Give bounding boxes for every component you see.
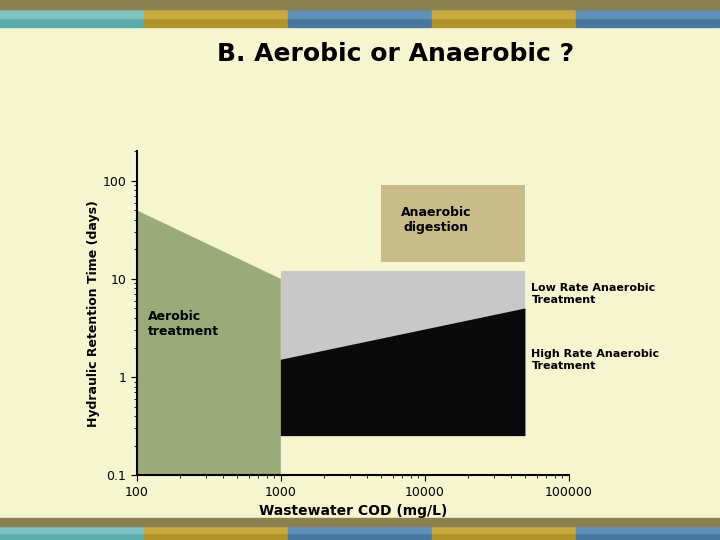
Text: Aerobic
treatment: Aerobic treatment: [148, 309, 220, 338]
Y-axis label: Hydraulic Retention Time (days): Hydraulic Retention Time (days): [86, 200, 100, 427]
Polygon shape: [382, 185, 526, 261]
Polygon shape: [281, 271, 526, 392]
X-axis label: Wastewater COD (mg/L): Wastewater COD (mg/L): [258, 504, 447, 518]
Text: B. Aerobic or Anaerobic ?: B. Aerobic or Anaerobic ?: [217, 42, 575, 66]
Text: High Rate Anaerobic
Treatment: High Rate Anaerobic Treatment: [531, 349, 660, 370]
Text: Anaerobic
digestion: Anaerobic digestion: [401, 206, 472, 234]
Polygon shape: [281, 308, 526, 436]
Text: Low Rate Anaerobic
Treatment: Low Rate Anaerobic Treatment: [531, 284, 656, 305]
Polygon shape: [137, 210, 281, 475]
